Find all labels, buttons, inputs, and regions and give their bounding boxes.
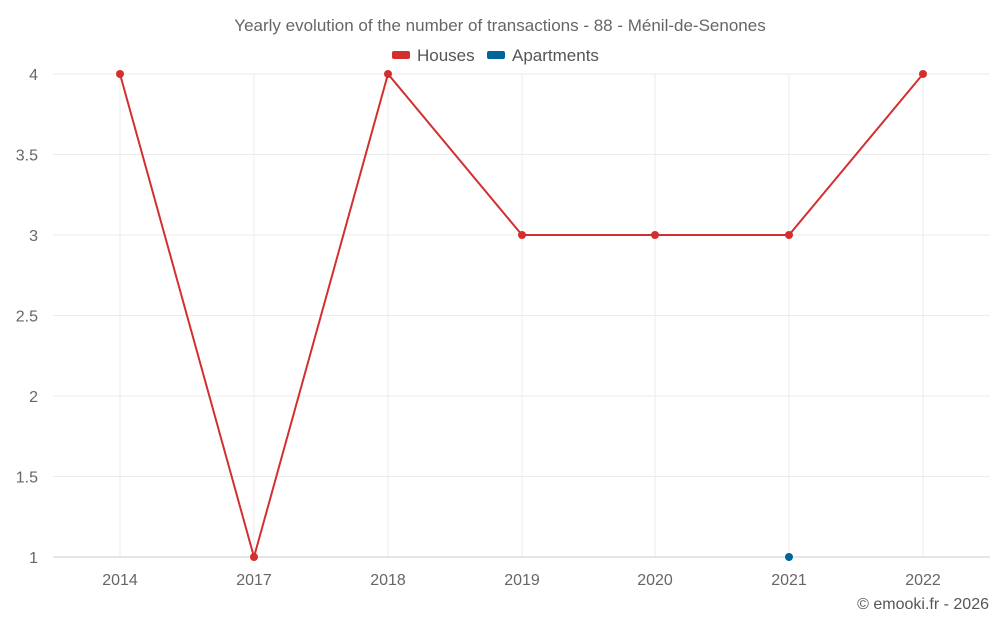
y-tick-label: 1.5 [16,470,38,487]
legend-label-apartments: Apartments [512,46,599,65]
y-tick-label: 4 [29,67,38,84]
legend-swatch-houses [392,51,410,59]
data-point-apartments[interactable] [785,553,793,561]
x-tick-label: 2019 [504,572,540,589]
y-axis-ticks: 1 1.5 2 2.5 3 3.5 4 [16,67,38,567]
legend-swatch-apartments [487,51,505,59]
data-point-houses[interactable] [250,553,258,561]
data-point-houses[interactable] [116,70,124,78]
legend-label-houses: Houses [417,46,475,65]
x-tick-label: 2022 [905,572,941,589]
y-tick-label: 3.5 [16,148,38,165]
series [116,70,927,561]
x-axis-ticks: 2014 2017 2018 2019 2020 2021 2022 [102,572,941,589]
x-tick-label: 2017 [236,572,272,589]
y-tick-label: 3 [29,228,38,245]
data-point-houses[interactable] [785,231,793,239]
legend: Houses Apartments [392,46,599,65]
data-point-houses[interactable] [651,231,659,239]
x-tick-label: 2018 [370,572,406,589]
chart-title: Yearly evolution of the number of transa… [234,16,765,35]
x-tick-label: 2014 [102,572,138,589]
data-point-houses[interactable] [919,70,927,78]
grid [53,73,990,557]
credit-text: © emooki.fr - 2026 [857,596,989,613]
data-point-houses[interactable] [518,231,526,239]
legend-item-houses[interactable]: Houses [392,46,475,65]
y-tick-label: 2.5 [16,309,38,326]
legend-item-apartments[interactable]: Apartments [487,46,599,65]
y-tick-label: 2 [29,389,38,406]
data-point-houses[interactable] [384,70,392,78]
x-tick-label: 2020 [637,572,673,589]
y-tick-label: 1 [29,550,38,567]
x-tick-label: 2021 [771,572,807,589]
